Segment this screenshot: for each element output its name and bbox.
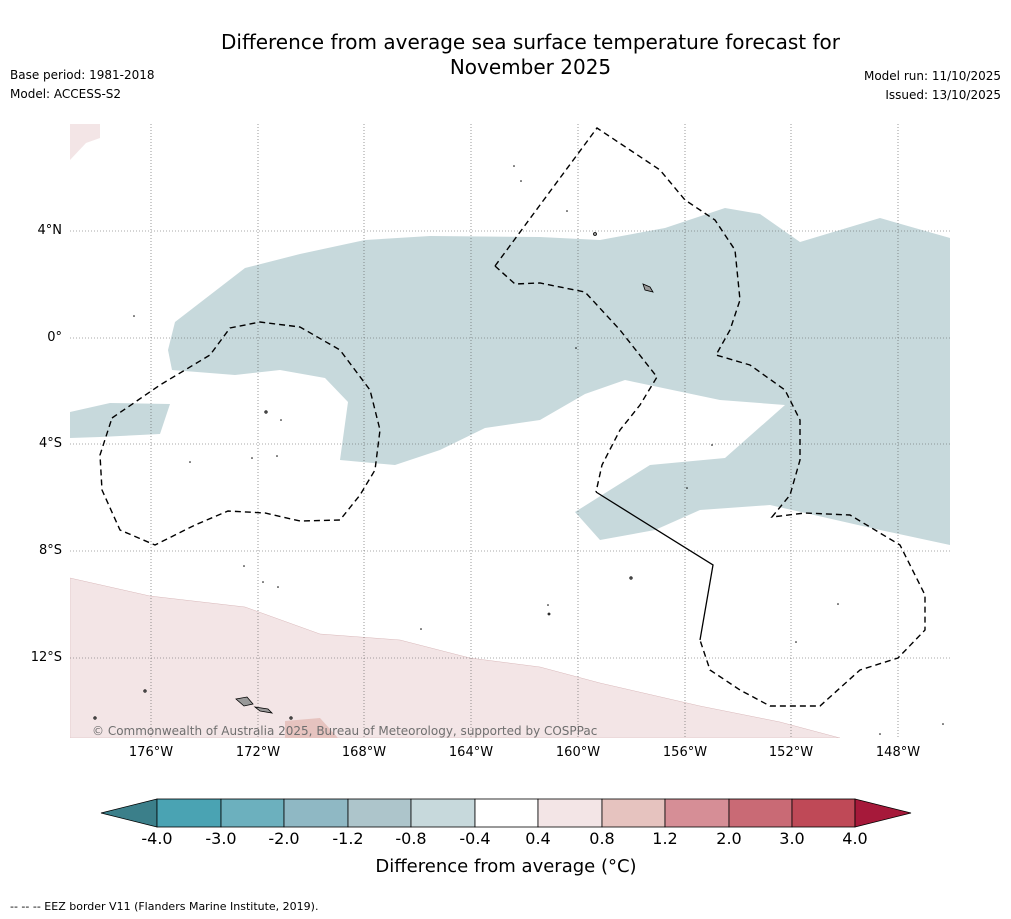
lat-label-8s: 8°S [38, 543, 62, 558]
atoll-12 [262, 581, 264, 583]
colorbar-arrow-low [100, 798, 158, 828]
colorbar-bin [220, 798, 285, 828]
atoll-15 [420, 628, 422, 630]
colorbar-title: Difference from average (°C) [375, 856, 637, 877]
chart-title: Difference from average sea surface temp… [0, 30, 1011, 80]
colorbar-tick: -3.0 [205, 829, 237, 848]
lon-label-160w: 160°W [555, 745, 601, 760]
island-savaii [235, 696, 254, 707]
atoll-16 [837, 603, 839, 605]
lon-label-176w: 176°W [128, 745, 174, 760]
atoll-6 [189, 461, 191, 463]
island-e [289, 716, 293, 720]
lat-label-4n: 4°N [37, 223, 63, 238]
lon-label-172w: 172°W [235, 745, 281, 760]
lon-label-156w: 156°W [662, 745, 708, 760]
atoll-5 [280, 419, 282, 421]
colorbar-tick: -2.0 [268, 829, 300, 848]
colorbar-bin [347, 798, 412, 828]
atoll-20 [942, 723, 944, 725]
colorbar-bin [728, 798, 793, 828]
island-upolu [253, 706, 274, 714]
issued-text: Issued: 13/10/2025 [885, 88, 1001, 102]
title-line-2: November 2025 [449, 55, 612, 79]
model-text: Model: ACCESS-S2 [10, 87, 122, 101]
atoll-7 [251, 457, 253, 459]
footnote: -- -- -- EEZ border V11 (Flanders Marine… [10, 900, 319, 913]
island-c [264, 410, 268, 414]
colorbar-tick: 4.0 [842, 829, 868, 848]
meta-left: Base period: 1981-2018 Model: ACCESS-S2 [10, 66, 155, 104]
atoll-14 [547, 604, 549, 606]
atoll-1 [513, 165, 515, 167]
islands [93, 232, 654, 720]
eez-border-center [494, 265, 658, 493]
lon-label-168w: 168°W [341, 745, 387, 760]
atoll-3 [566, 210, 568, 212]
island-a [143, 689, 147, 693]
atoll-2 [520, 180, 522, 182]
base-period-text: Base period: 1981-2018 [10, 68, 155, 82]
colorbar-tick: 1.2 [652, 829, 678, 848]
colorbar-tick: 2.0 [716, 829, 742, 848]
colorbar-tick: 3.0 [779, 829, 805, 848]
atoll-13 [277, 586, 279, 588]
colorbar-tick: 0.8 [589, 829, 615, 848]
lat-label-12s: 12°S [30, 650, 62, 665]
colorbar-tick: -0.4 [459, 829, 491, 848]
atoll-11 [243, 565, 245, 567]
warm-anomaly-northwest [70, 124, 100, 160]
cool-anomaly-west [70, 403, 170, 438]
atoll-17 [795, 641, 797, 643]
meta-right: Model run: 11/10/2025 Issued: 13/10/2025 [864, 67, 1001, 105]
island-kiritimati [642, 283, 654, 293]
atoll-19 [879, 733, 881, 735]
atoll-4 [133, 315, 135, 317]
atoll-9 [711, 444, 713, 446]
colorbar-tick: 0.4 [525, 829, 551, 848]
colorbar-tick: -1.2 [332, 829, 364, 848]
lat-label-0: 0° [47, 330, 62, 345]
colorbar-bin [664, 798, 730, 828]
lat-label-4s: 4°S [38, 436, 62, 451]
colorbar-bin [156, 798, 222, 828]
colorbar-bin [474, 798, 539, 828]
colorbar-bin [601, 798, 666, 828]
atoll-8 [276, 455, 278, 457]
cool-anomaly-main [168, 208, 950, 545]
colorbar-tick: -0.8 [395, 829, 427, 848]
eez-borders [99, 127, 926, 707]
atoll-10 [686, 487, 688, 489]
atolls [133, 165, 944, 735]
colorbar-tick: -4.0 [141, 829, 173, 848]
copyright-notice: © Commonwealth of Australia 2025, Bureau… [92, 724, 598, 738]
atoll-18 [575, 347, 577, 349]
island-d [629, 576, 633, 580]
colorbar-bin [283, 798, 349, 828]
title-line-1: Difference from average sea surface temp… [220, 30, 840, 54]
model-run-text: Model run: 11/10/2025 [863, 69, 1001, 83]
colorbar [100, 798, 912, 828]
colorbar-bin [410, 798, 476, 828]
island-b [93, 716, 97, 720]
colorbar-bin [791, 798, 856, 828]
island-tabuaeran [593, 232, 597, 236]
warm-anomaly-patch [285, 718, 338, 738]
warm-anomaly-south [70, 577, 841, 738]
colorbar-arrow-high [854, 798, 912, 828]
graticule [70, 124, 950, 738]
lon-label-164w: 164°W [448, 745, 494, 760]
lon-label-152w: 152°W [768, 745, 814, 760]
eez-border-west [99, 321, 381, 546]
eez-border-east [494, 127, 926, 707]
eez-border-solid [595, 491, 714, 641]
lon-label-148w: 148°W [875, 745, 921, 760]
colorbar-bin [537, 798, 603, 828]
island-f [547, 612, 551, 616]
